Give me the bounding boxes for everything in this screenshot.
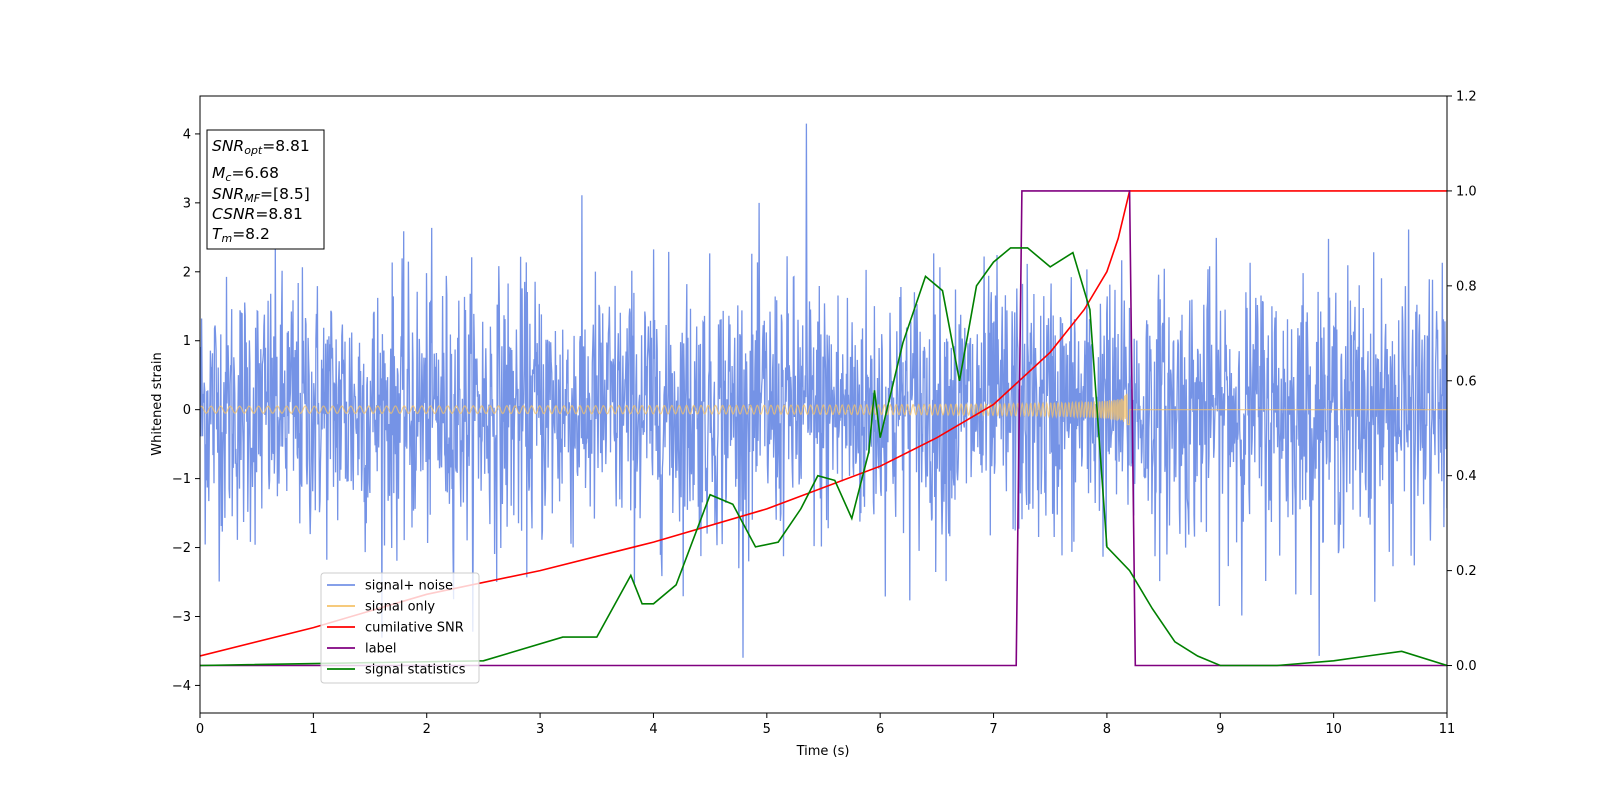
x-tick-label: 11: [1439, 722, 1456, 737]
series-signal-only-line: [200, 393, 1447, 426]
legend: signal+ noise signal only cumilative SNR la…: [320, 572, 480, 684]
x-tick-label: 6: [876, 722, 884, 737]
y2-tick-label: 1.0: [1456, 184, 1477, 199]
y2-tick-label: 0.6: [1456, 374, 1477, 389]
legend-entry: signal only: [365, 600, 435, 615]
legend-entry: cumilative SNR: [365, 621, 464, 636]
series-signal-statistics-line: [200, 247, 1447, 667]
legend-entry: signal statistics: [365, 663, 466, 678]
info-box-line: Mc=6.68: [212, 164, 279, 184]
plot-frame: [199, 95, 1448, 714]
y-tick-label: 3: [183, 196, 191, 211]
x-tick-label: 5: [763, 722, 771, 737]
info-box-line: Tm=8.2: [212, 225, 270, 245]
y2-tick-label: 1.2: [1456, 90, 1477, 105]
legend-frame: [320, 572, 480, 684]
y-tick-label: 0: [183, 403, 191, 418]
x-tick-label: 0: [196, 722, 204, 737]
x-tick-label: 2: [423, 722, 431, 737]
y2-tick-label: 0.8: [1456, 279, 1477, 294]
x-tick-label: 4: [649, 722, 657, 737]
x-tick-label: 8: [1103, 722, 1111, 737]
y-axis-title: Whitened strain: [150, 352, 165, 455]
y-tick-label: 4: [183, 127, 191, 142]
y2-tick-label: 0.2: [1456, 564, 1477, 579]
y-tick-label: −4: [172, 679, 191, 694]
info-box-line: SNRMF=[8.5]: [212, 185, 310, 205]
x-axis-title: Time (s): [796, 744, 850, 759]
legend-entry: label: [365, 642, 396, 657]
y-tick-label: −1: [172, 472, 191, 487]
x-tick-label: 10: [1325, 722, 1342, 737]
y-tick-label: 2: [183, 265, 191, 280]
legend-entry: signal+ noise: [365, 579, 453, 594]
info-box-line: SNRopt=8.81: [212, 137, 310, 157]
x-tick-label: 7: [989, 722, 997, 737]
y-tick-label: 1: [183, 334, 191, 349]
y-tick-label: −3: [172, 610, 191, 625]
x-tick-label: 9: [1216, 722, 1224, 737]
info-box-line: CSNR=8.81: [212, 205, 303, 223]
x-tick-label: 3: [536, 722, 544, 737]
series-label-line: [200, 190, 1447, 667]
y2-tick-label: 0.0: [1456, 659, 1477, 674]
y2-tick-label: 0.4: [1456, 469, 1477, 484]
x-tick-label: 1: [309, 722, 317, 737]
y-tick-label: −2: [172, 541, 191, 556]
info-box-frame: [206, 129, 325, 250]
